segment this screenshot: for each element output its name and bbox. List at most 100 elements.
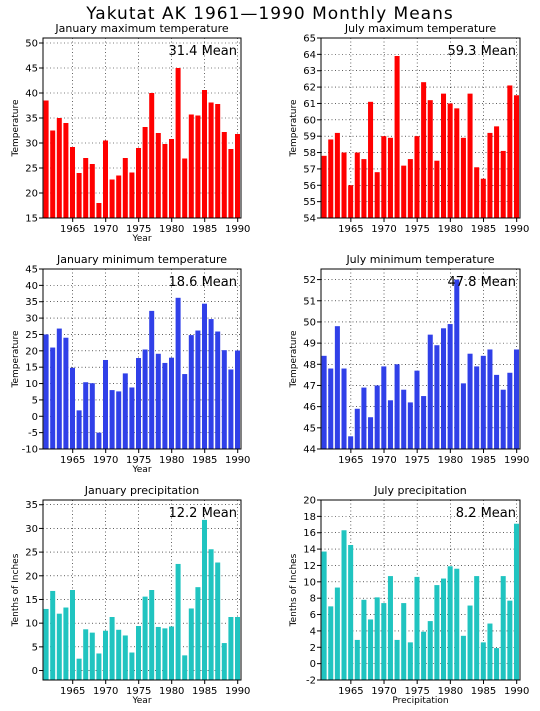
bar-1990 <box>235 350 240 449</box>
y-tick-label: 20 <box>25 346 38 357</box>
x-tick-label: 1965 <box>60 686 85 697</box>
bar-1972 <box>394 364 400 449</box>
bar-1976 <box>142 127 148 218</box>
bar-1975 <box>414 136 420 218</box>
bar-1971 <box>387 576 393 680</box>
y-tick-label: 55 <box>303 197 316 208</box>
bar-1969 <box>96 203 102 218</box>
bar-1969 <box>374 597 380 680</box>
bar-1986 <box>487 349 493 449</box>
bar-1982 <box>182 374 188 449</box>
plot-frame <box>320 499 521 681</box>
bar-1984 <box>195 330 201 449</box>
bar-1980 <box>447 566 453 680</box>
bar-1980 <box>447 324 453 449</box>
bar-1975 <box>136 148 141 218</box>
y-tick-label: 40 <box>25 281 38 292</box>
bar-1984 <box>474 576 480 680</box>
bar-1985 <box>480 355 486 449</box>
bar-1988 <box>221 643 227 680</box>
y-tick-label: 10 <box>25 379 38 390</box>
page-title: Yakutat AK 1961—1990 Monthly Means <box>86 4 454 24</box>
y-tick-label: 40 <box>25 89 38 100</box>
y-axis-label: Tenths of Inches <box>11 553 21 627</box>
bar-1982 <box>182 158 188 218</box>
bar-1974 <box>407 402 413 449</box>
bar-1963 <box>56 118 62 218</box>
bar-1983 <box>467 353 473 449</box>
x-tick-label: 1975 <box>126 686 151 697</box>
bar-1967 <box>83 629 89 680</box>
bar-1990 <box>513 523 519 680</box>
bar-1973 <box>122 158 128 218</box>
bar-1983 <box>188 114 194 218</box>
bar-1971 <box>109 617 115 680</box>
bar-1970 <box>381 603 387 680</box>
plot-frame <box>42 268 242 450</box>
bar-1979 <box>162 362 168 449</box>
y-axis-label: Temperature <box>289 330 299 388</box>
bar-1970 <box>103 359 108 449</box>
y-tick-label: -5 <box>28 428 38 439</box>
bar-1990 <box>235 134 240 218</box>
bar-1967 <box>83 382 89 449</box>
y-tick-label: 49 <box>303 339 316 350</box>
bar-1971 <box>387 400 393 449</box>
bar-1969 <box>96 653 102 680</box>
y-tick-label: 63 <box>303 66 316 77</box>
x-tick-label: 1985 <box>471 455 496 466</box>
bar-1973 <box>401 389 407 449</box>
y-tick-label: 30 <box>25 524 38 535</box>
x-tick-label: 1970 <box>93 455 118 466</box>
y-tick-label: 46 <box>303 402 316 413</box>
x-tick-label: 1965 <box>60 224 85 235</box>
x-tick-label: 1990 <box>504 455 529 466</box>
x-axis-label: Year <box>131 696 151 706</box>
bar-1961 <box>43 608 49 680</box>
x-tick-label: 1985 <box>471 224 496 235</box>
bar-1962 <box>50 347 56 449</box>
chart-panel-january-precip: 0 5 10 15 20 25 30 35 1965 1970 1975 1980 1985 1990 Ja… <box>11 484 250 706</box>
bar-1982 <box>460 383 466 449</box>
y-tick-label: 2 <box>310 643 316 654</box>
bar-1968 <box>89 164 95 218</box>
x-axis-label: Year <box>131 234 151 244</box>
bar-1978 <box>434 160 440 218</box>
bar-1963 <box>334 132 340 218</box>
bar-1972 <box>116 391 122 449</box>
bar-1988 <box>221 132 227 218</box>
y-tick-label: 20 <box>25 571 38 582</box>
bar-1964 <box>341 368 347 449</box>
y-tick-label: 56 <box>303 181 316 192</box>
bar-1976 <box>142 596 148 680</box>
bar-1983 <box>188 335 194 449</box>
bar-1972 <box>116 175 122 218</box>
bar-1970 <box>103 630 108 680</box>
mean-label: 31.4 Mean <box>169 44 238 59</box>
x-tick-label: 1965 <box>338 686 363 697</box>
y-tick-label: 14 <box>303 545 316 556</box>
y-tick-label: 16 <box>303 528 316 539</box>
y-tick-label: 25 <box>25 548 38 559</box>
bar-1966 <box>354 152 360 218</box>
mean-label: 18.6 Mean <box>169 275 238 290</box>
x-tick-label: 1990 <box>225 224 250 235</box>
bar-1969 <box>96 432 102 449</box>
bar-1985 <box>202 519 207 680</box>
y-tick-label: 15 <box>25 595 38 606</box>
y-tick-label: 62 <box>303 83 316 94</box>
y-tick-label: 44 <box>303 445 316 456</box>
bar-1982 <box>460 635 466 680</box>
bar-1966 <box>76 173 82 218</box>
x-tick-label: 1985 <box>471 686 496 697</box>
bar-1975 <box>414 370 420 449</box>
bar-1965 <box>348 545 354 680</box>
bar-1986 <box>208 102 214 218</box>
bar-1962 <box>50 590 56 680</box>
x-tick-label: 1985 <box>192 455 217 466</box>
bar-1982 <box>182 655 188 680</box>
y-axis-label: Temperature <box>289 99 299 157</box>
y-tick-label: 64 <box>303 50 316 61</box>
bar-1977 <box>149 93 155 218</box>
